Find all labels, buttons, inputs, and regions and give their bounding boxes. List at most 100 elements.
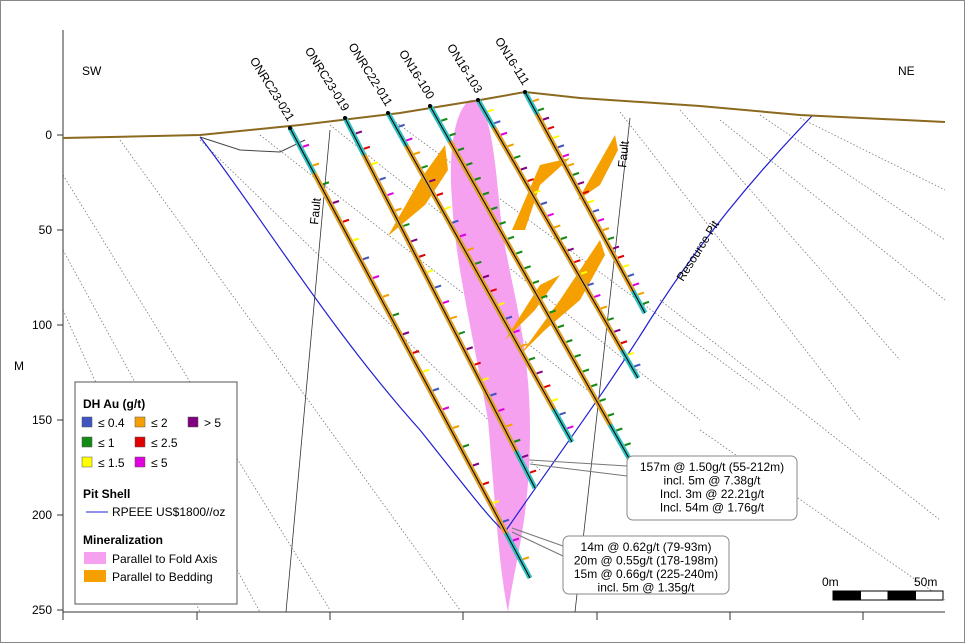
assay-tick <box>541 294 548 299</box>
assay-tick <box>371 161 379 166</box>
assay-tick <box>540 201 548 206</box>
collar <box>523 90 527 94</box>
assay-tick <box>642 300 650 305</box>
drill-hole <box>477 99 639 379</box>
assay-tick <box>342 218 350 223</box>
fault-label: Fault <box>615 140 632 169</box>
assay-tick <box>402 331 410 336</box>
assay-tick <box>395 207 402 212</box>
assay-tick <box>449 132 456 137</box>
assay-tick <box>516 250 523 255</box>
bedding-zone <box>505 275 560 340</box>
assay-tick <box>442 406 450 411</box>
assay-tick <box>632 282 640 287</box>
leader <box>511 531 564 557</box>
assay-tick <box>534 189 541 194</box>
assay-tick <box>520 166 528 171</box>
assay-tick <box>502 518 510 523</box>
legend-label: > 5 <box>204 416 221 430</box>
legend-swatch <box>187 416 199 428</box>
assay-tick <box>617 254 625 259</box>
assay-tick <box>459 233 467 238</box>
collar <box>476 98 480 102</box>
axis-label: M <box>14 359 24 373</box>
assay-tick <box>422 368 430 373</box>
legend-label: ≤ 2.5 <box>151 436 178 450</box>
legend: DH Au (g/t) ≤ 0.4 ≤ 1 ≤ 1.5 ≤ 2 ≤ 2.5 ≤ 5 > 5 Pi… <box>74 381 238 605</box>
assay-tick <box>412 350 420 354</box>
assay-tick <box>372 275 380 279</box>
assay-tick <box>549 309 556 314</box>
legend-heading: Mineralization <box>83 533 163 547</box>
assay-tick <box>602 227 610 232</box>
scale-label: 0m <box>822 575 839 589</box>
assay-tick <box>513 329 520 334</box>
bedding-zone <box>578 135 618 200</box>
assay-tick <box>572 171 580 176</box>
assay-tick <box>607 236 615 241</box>
legend-label: ≤ 0.4 <box>98 416 125 430</box>
assay-tick <box>521 454 529 459</box>
assay-tick <box>607 317 614 322</box>
contour-line <box>62 174 331 611</box>
assay-tick <box>466 162 473 166</box>
assay-tick <box>458 330 466 335</box>
assay-tick <box>627 273 635 278</box>
assay-tick <box>513 438 521 443</box>
collar <box>386 111 390 115</box>
bedding-zone <box>520 240 605 355</box>
assay-tick <box>582 368 590 373</box>
assay-tick <box>536 370 543 375</box>
assay-tick <box>490 288 497 293</box>
assay-tick <box>614 328 621 333</box>
legend-box <box>74 381 238 605</box>
assay-tick <box>441 117 448 122</box>
drill-hole <box>429 105 631 461</box>
callout-box <box>626 455 798 521</box>
assay-tick <box>426 269 434 274</box>
assay-tick <box>382 293 390 298</box>
legend-swatch <box>134 436 146 448</box>
assay-tick <box>442 300 450 304</box>
legend-swatch <box>81 456 93 468</box>
assay-tick <box>599 398 606 402</box>
assay-tick <box>634 363 641 368</box>
assay-tick <box>457 147 465 152</box>
assay-tick <box>332 200 340 204</box>
assay-tick <box>505 315 513 320</box>
assay-tick <box>580 270 588 275</box>
assay-tick <box>450 315 458 320</box>
legend-label: ≤ 2 <box>151 416 168 430</box>
assay-tick <box>387 192 394 197</box>
assay-tick <box>542 116 550 121</box>
contour-line <box>799 117 946 191</box>
callout-text: incl. 5m @ 7.38g/t <box>664 474 762 488</box>
assay-tick <box>592 208 600 213</box>
callout-text: 15m @ 0.66g/t (225-240m) <box>574 567 718 581</box>
assay-tick <box>507 143 514 148</box>
assay-tick <box>452 219 459 224</box>
assay-tick <box>506 423 513 428</box>
assay-tick <box>322 181 330 186</box>
fault-label: Fault <box>307 197 324 226</box>
assay-tick <box>302 143 310 148</box>
assay-tick <box>413 151 421 156</box>
assay-tick <box>490 392 497 397</box>
fault <box>574 117 631 613</box>
assay-tick <box>398 123 405 128</box>
assay-tick <box>562 153 570 158</box>
assay-tick <box>507 235 515 240</box>
callout-text: 157m @ 1.50g/t (55-212m) <box>640 460 784 474</box>
callout-text: Incl. 3m @ 22.21g/t <box>660 487 765 501</box>
assay-tick <box>637 291 645 296</box>
assay-tick <box>512 537 520 542</box>
assay-tick <box>616 427 623 432</box>
legend-label: RPEEE US$1800//oz <box>112 505 225 519</box>
assay-tick <box>482 274 490 279</box>
assay-tick <box>567 425 574 430</box>
assay-tick <box>498 301 505 306</box>
leader <box>511 527 564 547</box>
assay-tick <box>462 443 470 448</box>
assay-tick <box>554 224 561 229</box>
